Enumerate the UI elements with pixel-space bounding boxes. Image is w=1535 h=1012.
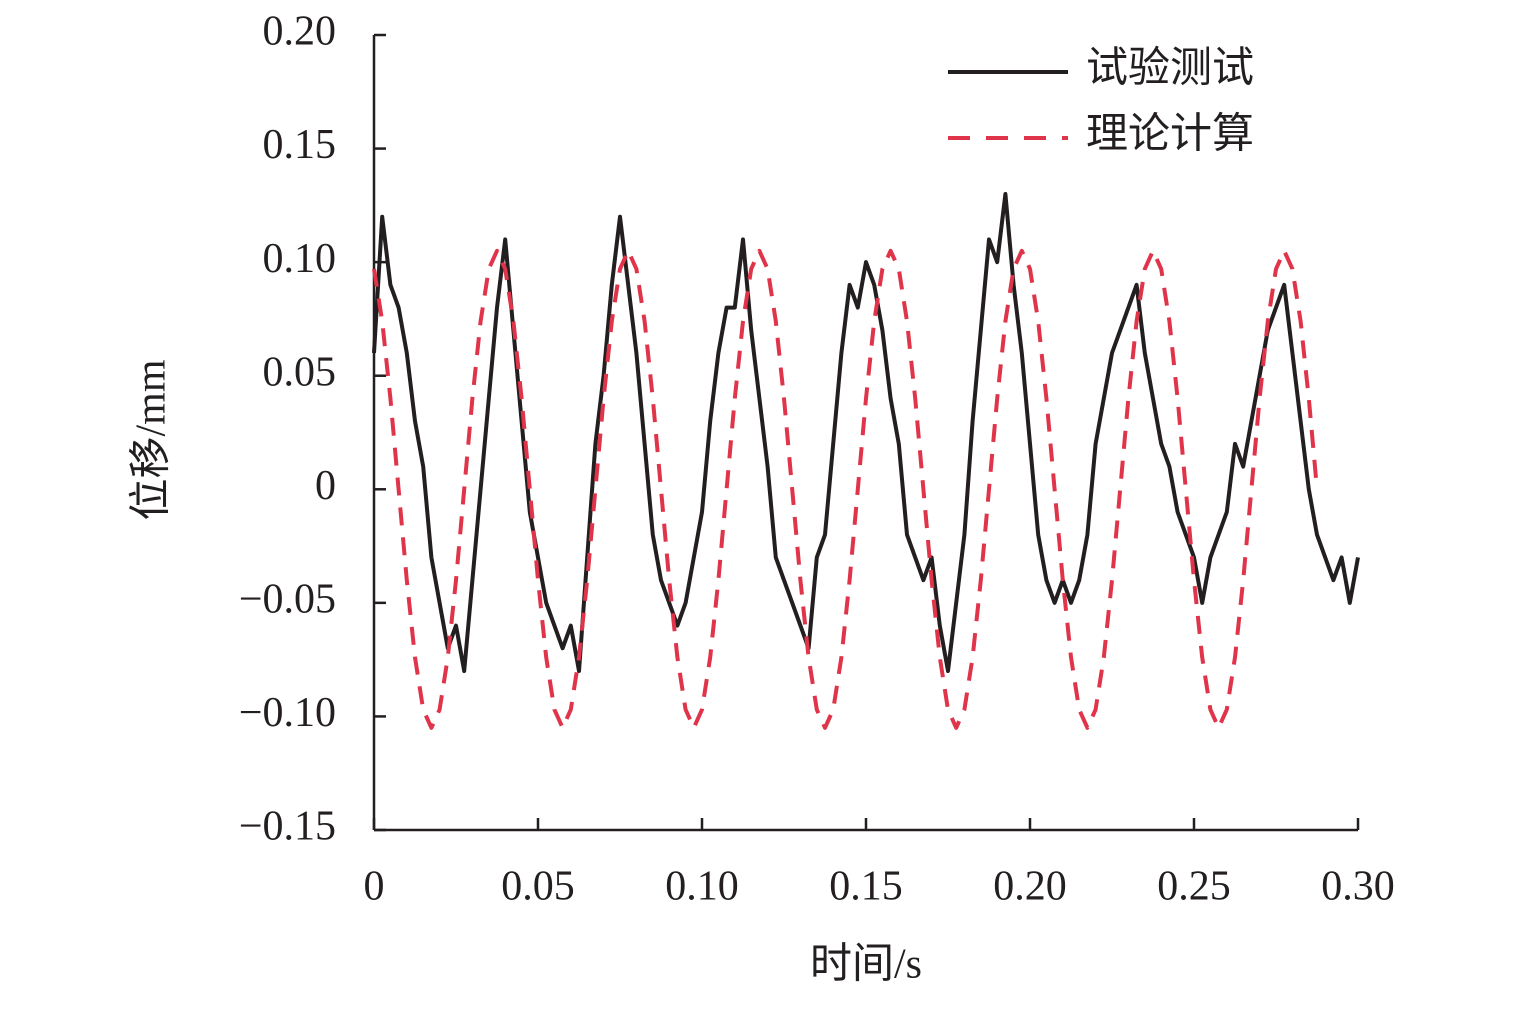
y-tick-label: 0.20 — [263, 9, 337, 55]
legend-label: 试验测试 — [1086, 45, 1254, 92]
y-tick-label: −0.10 — [239, 690, 336, 736]
x-axis-label: 时间/s — [810, 942, 922, 988]
y-tick-label: 0.15 — [263, 122, 337, 168]
y-tick-label: 0.05 — [263, 349, 337, 395]
x-tick-label: 0.15 — [829, 864, 903, 910]
y-axis-label: 位移/mm — [128, 359, 175, 520]
x-tick-label: 0.10 — [665, 864, 739, 910]
x-tick-label: 0.05 — [501, 864, 575, 910]
x-tick-label: 0.20 — [993, 864, 1067, 910]
y-tick-label: −0.05 — [239, 576, 336, 622]
y-tick-label: −0.15 — [239, 804, 336, 850]
x-tick-label: 0.25 — [1157, 864, 1231, 910]
series-line — [372, 192, 1360, 673]
y-tick-label: 0 — [315, 463, 336, 509]
series-line — [372, 248, 1319, 730]
x-tick-label: 0 — [364, 864, 385, 910]
x-tick-label: 0.30 — [1321, 864, 1395, 910]
y-tick-label: 0.10 — [263, 236, 337, 282]
legend-label: 理论计算 — [1086, 112, 1254, 158]
